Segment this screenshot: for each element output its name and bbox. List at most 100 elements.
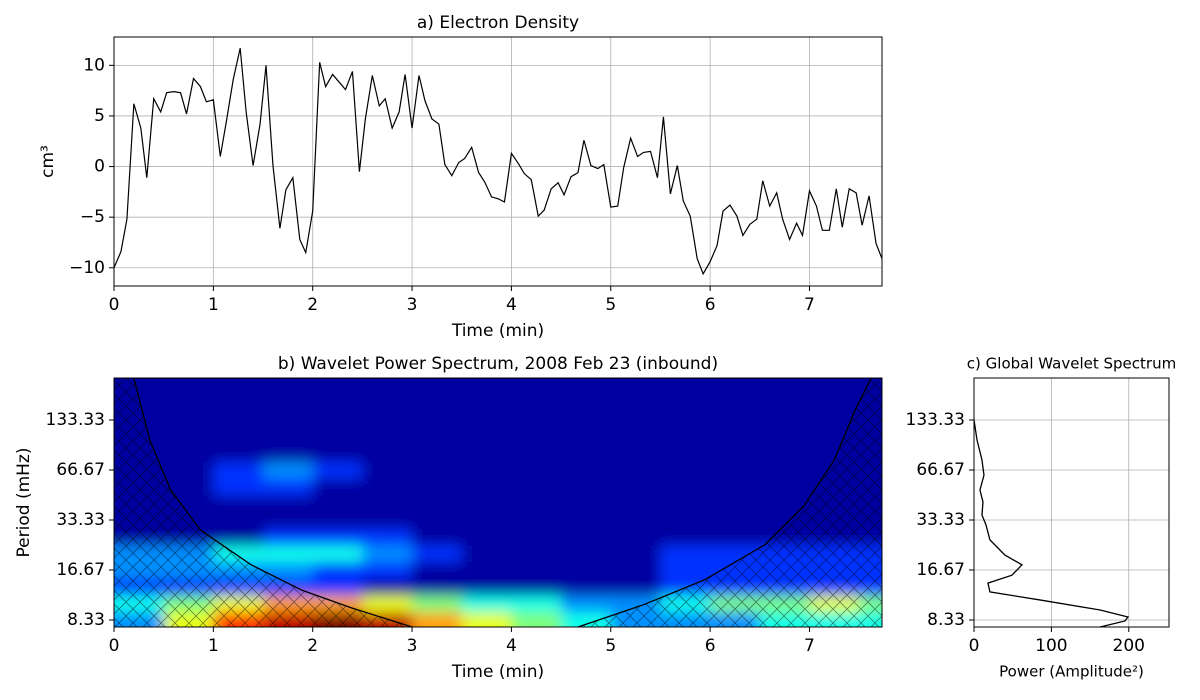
contour-cell: [213, 461, 264, 479]
contour-cell: [610, 528, 661, 546]
contour-cell: [561, 461, 612, 479]
x-tick-label: 7: [804, 295, 815, 315]
y-axis-label: Period (mHz): [14, 448, 34, 558]
chart-title: c) Global Wavelet Spectrum: [967, 355, 1176, 373]
x-tick-label: 2: [307, 636, 318, 656]
x-tick-label: 3: [407, 295, 418, 315]
contour-cell: [511, 461, 562, 479]
contour-cell: [710, 528, 761, 546]
x-tick-label: 5: [605, 636, 616, 656]
contour-cell: [511, 411, 562, 429]
contour-cell: [263, 544, 314, 563]
contour-cell: [610, 411, 661, 429]
contour-cell: [561, 528, 612, 546]
chart-title: b) Wavelet Power Spectrum, 2008 Feb 23 (…: [278, 354, 718, 374]
contour-cell: [412, 544, 463, 563]
contour-cell: [610, 394, 661, 413]
contour-cell: [412, 511, 463, 529]
y-tick-label: 66.67: [916, 460, 965, 480]
contour-cell: [312, 461, 363, 479]
contour-cell: [660, 478, 711, 496]
profile-clip: [974, 419, 1130, 627]
contour-cell: [213, 511, 264, 529]
contour-cell: [561, 578, 612, 596]
y-tick-label: −10: [69, 258, 105, 278]
contour-cell: [511, 561, 562, 579]
contour-cell: [362, 411, 413, 429]
contour-cell: [759, 394, 810, 413]
contour-cell: [412, 444, 463, 463]
contour-cell: [660, 394, 711, 413]
x-tick-label: 2: [307, 295, 318, 315]
contour-cell: [213, 444, 264, 463]
x-axis-label: Time (min): [451, 321, 544, 341]
contour-cell: [610, 494, 661, 513]
contour-cell: [511, 544, 562, 563]
contour-cell: [163, 411, 214, 429]
contour-clip: [114, 378, 882, 627]
contour-cell: [660, 411, 711, 429]
contour-cell: [461, 511, 512, 529]
contour-cell: [312, 578, 363, 596]
contour-cell: [461, 594, 512, 613]
contour-cell: [561, 428, 612, 446]
contour-cell: [312, 428, 363, 446]
x-tick-label: 7: [804, 636, 815, 656]
contour-cell: [163, 394, 214, 413]
contour-cell: [312, 444, 363, 463]
contour-cell: [412, 428, 463, 446]
contour-cell: [461, 544, 512, 563]
x-tick-label: 3: [407, 636, 418, 656]
plot-frame: [973, 377, 1170, 628]
contour-cell: [660, 511, 711, 529]
y-tick-label: 8.33: [927, 610, 965, 630]
contour-cell: [759, 378, 810, 396]
contour-cell: [511, 428, 562, 446]
contour-cell: [312, 511, 363, 529]
contour-cell: [710, 411, 761, 429]
contour-cell: [561, 561, 612, 579]
contour-cell: [561, 411, 612, 429]
contour-cell: [263, 378, 314, 396]
x-tick-label: 1: [208, 636, 219, 656]
contour-cell: [362, 461, 413, 479]
contour-cell: [362, 478, 413, 496]
contour-cell: [412, 594, 463, 613]
contour-cell: [263, 528, 314, 546]
contour-cell: [660, 428, 711, 446]
contour-cell: [660, 378, 711, 396]
contour-cell: [362, 378, 413, 396]
x-tick-label: 5: [605, 295, 616, 315]
contour-cell: [759, 461, 810, 479]
y-tick-label: 66.67: [56, 460, 105, 480]
x-tick-label: 200: [1113, 636, 1145, 656]
y-tick-label: 0: [94, 157, 105, 177]
contour-cell: [213, 528, 264, 546]
contour-cell: [362, 511, 413, 529]
y-tick-label: −5: [80, 207, 105, 227]
contour-cell: [362, 561, 413, 579]
contour-cell: [710, 394, 761, 413]
contour-cell: [511, 378, 562, 396]
contour-cell: [759, 411, 810, 429]
y-tick-label: 16.67: [56, 560, 105, 580]
contour-cell: [610, 378, 661, 396]
contour-cell: [412, 494, 463, 513]
contour-cell: [660, 544, 711, 563]
contour-cell: [263, 444, 314, 463]
plot-frame: [113, 36, 883, 287]
contour-cell: [511, 478, 562, 496]
contour-cell: [759, 478, 810, 496]
contour-cell: [610, 561, 661, 579]
contour-cell: [511, 394, 562, 413]
contour-cell: [461, 578, 512, 596]
x-tick-label: 0: [109, 295, 120, 315]
contour-cell: [561, 478, 612, 496]
contour-cell: [312, 561, 363, 579]
contour-cell: [660, 528, 711, 546]
contour-cell: [312, 494, 363, 513]
contour-cell: [362, 578, 413, 596]
x-tick-label: 1: [208, 295, 219, 315]
contour-cell: [461, 611, 512, 627]
contour-cell: [511, 528, 562, 546]
